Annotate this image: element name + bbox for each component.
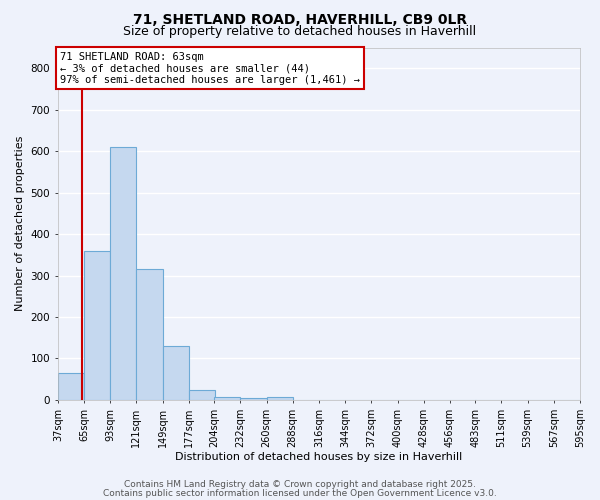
Bar xyxy=(189,390,215,400)
Bar xyxy=(110,147,136,400)
Bar xyxy=(266,396,293,400)
Text: 71, SHETLAND ROAD, HAVERHILL, CB9 0LR: 71, SHETLAND ROAD, HAVERHILL, CB9 0LR xyxy=(133,12,467,26)
Bar xyxy=(214,396,241,400)
Text: Size of property relative to detached houses in Haverhill: Size of property relative to detached ho… xyxy=(124,25,476,38)
Bar xyxy=(136,270,163,400)
X-axis label: Distribution of detached houses by size in Haverhill: Distribution of detached houses by size … xyxy=(175,452,463,462)
Bar xyxy=(241,398,266,400)
Text: Contains public sector information licensed under the Open Government Licence v3: Contains public sector information licen… xyxy=(103,488,497,498)
Bar xyxy=(58,373,84,400)
Text: Contains HM Land Registry data © Crown copyright and database right 2025.: Contains HM Land Registry data © Crown c… xyxy=(124,480,476,489)
Text: 71 SHETLAND ROAD: 63sqm
← 3% of detached houses are smaller (44)
97% of semi-det: 71 SHETLAND ROAD: 63sqm ← 3% of detached… xyxy=(59,52,359,85)
Bar xyxy=(84,250,110,400)
Bar xyxy=(163,346,189,400)
Y-axis label: Number of detached properties: Number of detached properties xyxy=(15,136,25,312)
